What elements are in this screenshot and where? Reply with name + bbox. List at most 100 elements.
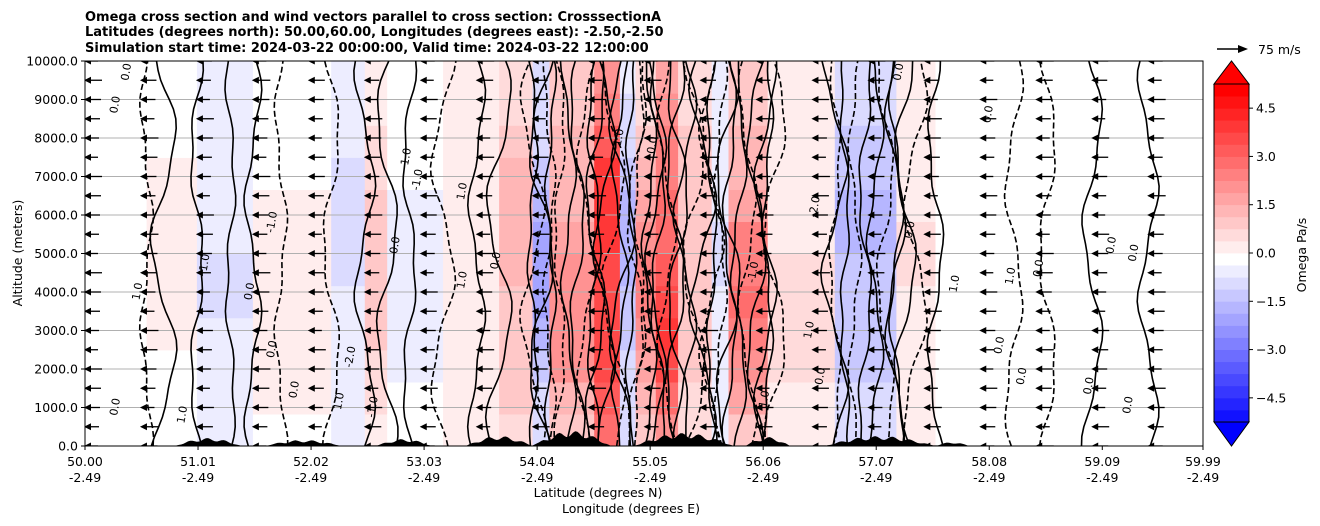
wind-arrow bbox=[811, 384, 829, 392]
wind-arrow bbox=[531, 153, 549, 161]
contour-label: 1.0 bbox=[454, 182, 470, 201]
wind-arrow bbox=[587, 250, 604, 257]
wind-arrow bbox=[587, 173, 603, 180]
wind-arrow bbox=[85, 384, 101, 392]
wind-arrow bbox=[419, 327, 436, 334]
wind-arrow bbox=[755, 61, 772, 65]
wind-arrow bbox=[85, 96, 101, 103]
colorbar-segment bbox=[1214, 313, 1249, 326]
wind-arrow bbox=[195, 423, 213, 431]
colorbar-tick-label: −1.5 bbox=[1256, 294, 1286, 309]
wind-arrow bbox=[475, 61, 495, 65]
wind-arrow bbox=[251, 365, 271, 373]
wind-arrow bbox=[1091, 76, 1108, 84]
wind-arrow bbox=[419, 404, 437, 411]
omega-cell bbox=[834, 317, 897, 351]
wind-arrow bbox=[867, 230, 882, 238]
omega-cell bbox=[767, 253, 836, 287]
wind-arrow bbox=[979, 423, 996, 431]
wind-arrow bbox=[755, 134, 773, 142]
omega-cell bbox=[711, 285, 730, 319]
wind-arrow bbox=[251, 250, 267, 257]
wind-arrow bbox=[1035, 192, 1052, 200]
wind-arrow bbox=[699, 192, 716, 200]
wind-arrow bbox=[1035, 211, 1051, 219]
wind-arrow bbox=[1147, 423, 1164, 431]
omega-cell bbox=[619, 317, 637, 351]
omega-cell bbox=[896, 317, 937, 351]
wind-arrow bbox=[643, 307, 660, 315]
wind-arrow bbox=[307, 153, 326, 161]
wind-arrow bbox=[307, 423, 322, 431]
wind-arrow bbox=[1091, 288, 1107, 296]
omega-cell bbox=[85, 253, 148, 287]
wind-arrow bbox=[1203, 58, 1217, 65]
contour-label: -1.0 bbox=[409, 168, 426, 191]
wind-arrow bbox=[1091, 307, 1106, 315]
y-tick-label: 1000.0 bbox=[34, 400, 78, 415]
wind-arrow bbox=[195, 288, 210, 296]
wind-arrow bbox=[139, 269, 157, 277]
negative-contour-line bbox=[575, 61, 597, 446]
wind-arrow bbox=[1035, 288, 1052, 296]
wind-arrow bbox=[867, 173, 885, 180]
wind-arrow bbox=[85, 423, 99, 431]
positive-contour-line bbox=[926, 61, 945, 446]
wind-arrow bbox=[139, 404, 155, 411]
positive-contour-line bbox=[543, 61, 558, 446]
positive-contour-line bbox=[569, 61, 586, 446]
wind-arrow bbox=[979, 365, 994, 373]
wind-arrow bbox=[475, 96, 493, 103]
wind-arrow bbox=[643, 288, 661, 296]
wind-arrow bbox=[85, 153, 98, 161]
wind-arrow bbox=[1147, 76, 1162, 84]
wind-arrow bbox=[923, 327, 941, 334]
wind-arrow bbox=[755, 288, 770, 296]
omega-cell bbox=[146, 381, 198, 415]
wind-arrow bbox=[699, 134, 719, 142]
wind-arrow bbox=[195, 327, 213, 334]
wind-arrow bbox=[363, 134, 382, 142]
contour-label: 1.0 bbox=[611, 128, 627, 147]
positive-contour-line bbox=[353, 61, 377, 446]
wind-arrow bbox=[811, 211, 828, 219]
wind-arrow bbox=[139, 442, 158, 446]
wind-arrow bbox=[251, 115, 269, 123]
wind-arrow bbox=[85, 134, 99, 142]
wind-arrow bbox=[979, 96, 998, 103]
y-tick-label: 7000.0 bbox=[34, 169, 78, 184]
y-tick-label: 6000.0 bbox=[34, 208, 78, 223]
wind-arrow bbox=[251, 288, 270, 296]
x-tick-label-lon: -2.49 bbox=[747, 470, 779, 485]
wind-arrow bbox=[475, 173, 494, 180]
wind-arrow bbox=[85, 327, 99, 334]
wind-arrow bbox=[1035, 61, 1054, 65]
wind-arrow bbox=[363, 61, 381, 65]
wind-arrow bbox=[811, 134, 827, 142]
colorbar-tick-label: 0.0 bbox=[1256, 246, 1276, 261]
wind-arrow bbox=[139, 346, 158, 354]
x-axis-label-latitude: Latitude (degrees N) bbox=[534, 485, 663, 500]
colorbar-segment bbox=[1214, 96, 1249, 109]
wind-arrow bbox=[531, 307, 546, 315]
wind-arrow bbox=[307, 134, 322, 142]
negative-contour-line bbox=[713, 61, 729, 446]
wind-arrow bbox=[979, 404, 997, 411]
omega-cell bbox=[196, 221, 254, 255]
y-tick-label: 2000.0 bbox=[34, 362, 78, 377]
omega-cell bbox=[655, 285, 679, 319]
wind-arrow bbox=[699, 250, 718, 257]
x-tick-label-lon: -2.49 bbox=[182, 470, 214, 485]
wind-arrow bbox=[1147, 327, 1164, 334]
wind-arrow bbox=[363, 442, 381, 446]
omega-cell bbox=[678, 189, 713, 222]
omega-cell bbox=[146, 93, 198, 126]
omega-cell bbox=[499, 221, 534, 255]
wind-arrow bbox=[85, 307, 100, 315]
omega-cell bbox=[935, 157, 1015, 190]
negative-contour-line bbox=[847, 61, 863, 446]
omega-cell bbox=[935, 285, 1015, 319]
omega-cell bbox=[364, 253, 388, 287]
wind-arrow bbox=[1035, 442, 1054, 446]
wind-arrow bbox=[363, 211, 383, 219]
